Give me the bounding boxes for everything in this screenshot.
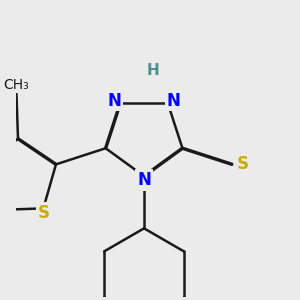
Text: S: S xyxy=(237,155,249,173)
Text: CH₃: CH₃ xyxy=(4,78,29,92)
Text: N: N xyxy=(167,92,180,110)
Text: N: N xyxy=(137,171,151,189)
Text: N: N xyxy=(108,92,122,110)
Text: S: S xyxy=(37,204,49,222)
Text: H: H xyxy=(147,63,160,78)
